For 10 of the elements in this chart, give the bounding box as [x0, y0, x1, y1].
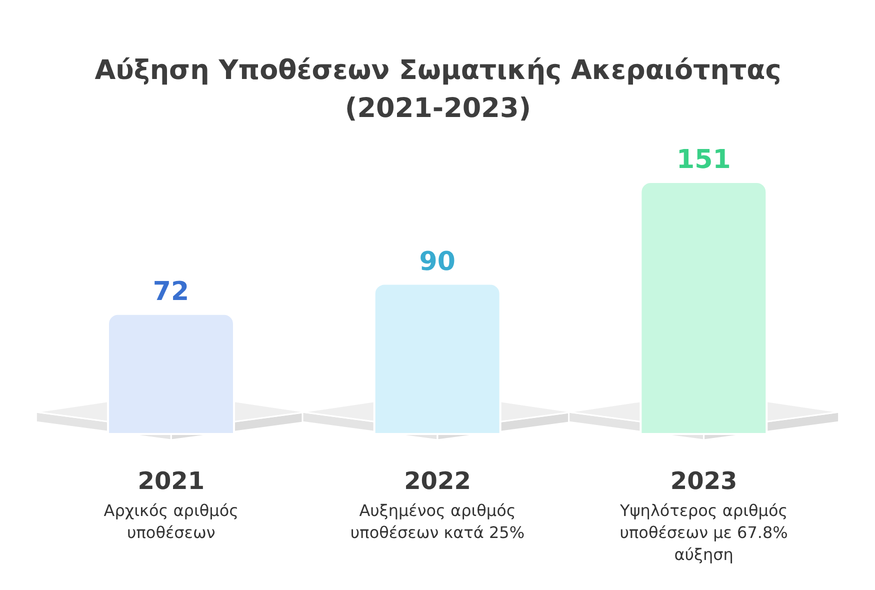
data-label: 151 — [676, 145, 731, 175]
text: Υψηλότερος αριθμός υποθέσεων με 67.8% αύξηση — [618, 500, 789, 566]
chart-title: Αύξηση Υποθέσεων Σωματικής Ακεραιότητας (2021-2023) — [94, 54, 782, 126]
text: Αρχικός αριθμός υποθέσεων — [102, 500, 240, 544]
data-label: 90 — [419, 246, 456, 277]
x-tick-label: 2021 — [138, 467, 205, 496]
data-label: 72 — [152, 276, 190, 307]
x-tick-label: 2022 — [404, 467, 471, 496]
x-tick-label: 2023 — [670, 467, 738, 496]
text: Αυξημένος αριθμός υποθέσεων κατά 25% — [349, 500, 526, 544]
